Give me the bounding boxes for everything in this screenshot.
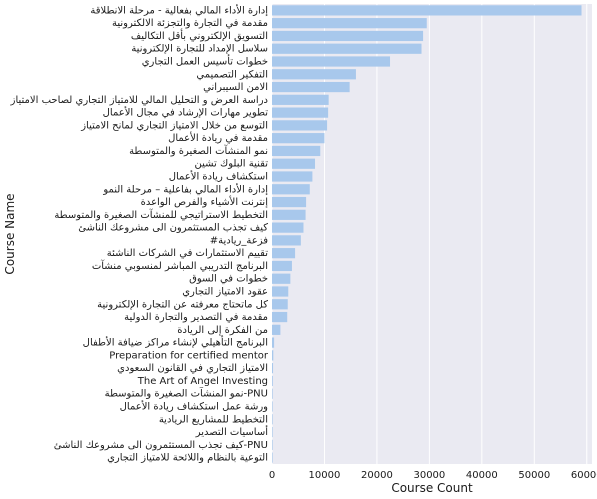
bar <box>272 222 304 233</box>
bar <box>272 196 307 208</box>
category-label: إدارة الأداء المالي بفاعلية – مرحلة النم… <box>102 182 268 195</box>
bar <box>272 350 274 361</box>
category-label: ورشة عمل استكشاف ريادة الأعمال <box>120 400 269 413</box>
bar <box>272 171 313 182</box>
category-label: تقنية البلوك تشين <box>195 159 269 170</box>
category-label: من الفكرة إلى الريادة <box>177 325 268 336</box>
bar <box>272 184 310 195</box>
category-label: البرنامج التدريبي المباشر لمنسوبي منشآت <box>92 259 268 272</box>
bar <box>272 248 296 259</box>
bar <box>272 375 273 387</box>
category-label: التفكير التصميمي <box>196 69 268 80</box>
bar <box>272 299 288 310</box>
bar <box>272 286 289 297</box>
category-label: التسويق الإلكتروني بأقل التكاليف <box>131 28 268 42</box>
bar <box>272 94 329 105</box>
category-label: نمو المنشآت الصغيرة والمتوسطة-PNU <box>105 387 268 400</box>
x-tick-labels: 0 10000 20000 30000 40000 50000 60000 <box>269 470 597 481</box>
grid-lines <box>271 4 588 464</box>
category-label: إنترنت الأشياء والفرص الواعدة <box>141 195 269 208</box>
bar <box>272 337 275 348</box>
category-label: تطوير مهارات الإرشاد في مجال الأعمال <box>103 106 269 119</box>
category-label: تقييم الاستثمارات في الشركات الناشئة <box>107 248 268 259</box>
bar <box>272 133 325 144</box>
bar <box>272 107 329 118</box>
category-label: إدارة الأداء المالي بفعالية - مرحلة الان… <box>90 3 268 16</box>
category-label: دراسة العرض و التحليل المالي للامتياز ال… <box>10 95 268 106</box>
bar <box>272 18 427 29</box>
x-tick-label: 50000 <box>518 470 550 481</box>
category-label: كيف تجذب المستثمرون الى مشروعك الناشئ-PN… <box>54 440 268 451</box>
category-label: The Art of Angel Investing <box>137 376 268 387</box>
category-label: خطوات في السوق <box>189 274 268 285</box>
bar <box>272 158 316 169</box>
plot-area <box>272 4 592 464</box>
category-label: Preparation for certified mentor <box>109 350 269 361</box>
bar <box>272 43 422 54</box>
category-label: استكشاف ريادة الأعمال <box>169 170 268 183</box>
bar <box>272 363 274 374</box>
bar <box>272 311 288 323</box>
bar <box>272 69 356 80</box>
bars <box>272 5 582 463</box>
bar <box>272 145 321 157</box>
bar <box>272 414 273 425</box>
x-tick-label: 0 <box>269 470 275 481</box>
category-label: عقود الامتياز التجاري <box>182 287 268 298</box>
category-labels: إدارة الأداء المالي بفعالية - مرحلة الان… <box>10 3 269 463</box>
bar <box>272 260 292 272</box>
bar <box>272 120 328 131</box>
category-label: كل ماتحتاج معرفته عن التجارة الإلكترونية <box>97 299 268 310</box>
bar <box>272 324 281 335</box>
bar <box>272 235 301 246</box>
bar <box>272 439 273 450</box>
category-label: كيف تجذب المستثمرون الى مشروعك الناشئ <box>78 223 268 234</box>
x-tick-label: 20000 <box>361 470 393 481</box>
y-axis-title: Course Name <box>3 193 17 274</box>
bar <box>272 273 291 284</box>
bar <box>272 426 273 438</box>
bar <box>272 452 273 463</box>
x-axis-title: Course Count <box>391 481 473 495</box>
category-label: البرنامج التأهيلي لإنشاء مراكز ضيافة الأ… <box>83 335 268 349</box>
x-tick-label: 40000 <box>466 470 498 481</box>
category-label: مقدمة في التجارة والتجزئة الالكترونية <box>112 18 268 29</box>
bar <box>272 401 273 412</box>
category-label: الامتياز التجاري في القانون السعودي <box>117 363 268 374</box>
bar <box>272 5 582 16</box>
x-tick-label: 30000 <box>413 470 445 481</box>
category-label: التخطيط الاستراتيجي للمنشآت الصغيرة والم… <box>54 208 268 221</box>
category-label: سلاسل الإمداد للتجارة الإلكترونية <box>131 44 268 55</box>
bar <box>272 56 391 67</box>
category-label: التخطيط للمشاريع الريادية <box>159 414 268 425</box>
bar <box>272 30 424 42</box>
bar <box>272 209 306 220</box>
category-label: نمو المنشآت الصغيرة والمتوسطة <box>129 144 268 157</box>
category-label: مقدمة في التصدير والتجارة الدولية <box>124 312 268 323</box>
category-label: الامن السيبراني <box>203 82 268 93</box>
category-label: مقدمة في ريادة الأعمال <box>168 131 268 144</box>
category-label: خطوات تأسيس العمل التجاري <box>142 54 268 68</box>
bar <box>272 388 273 399</box>
x-tick-label: 60000 <box>571 470 597 481</box>
category-label: التوعية بالنظام واللائحة للامتياز التجار… <box>107 453 268 464</box>
category-label: #فزعة_ريادية <box>210 235 268 246</box>
category-label: أساسيات التصدير <box>195 425 269 438</box>
category-label: التوسع من خلال الامتياز التجاري لمانح ال… <box>80 120 268 131</box>
x-tick-label: 10000 <box>309 470 341 481</box>
bar <box>272 81 350 93</box>
